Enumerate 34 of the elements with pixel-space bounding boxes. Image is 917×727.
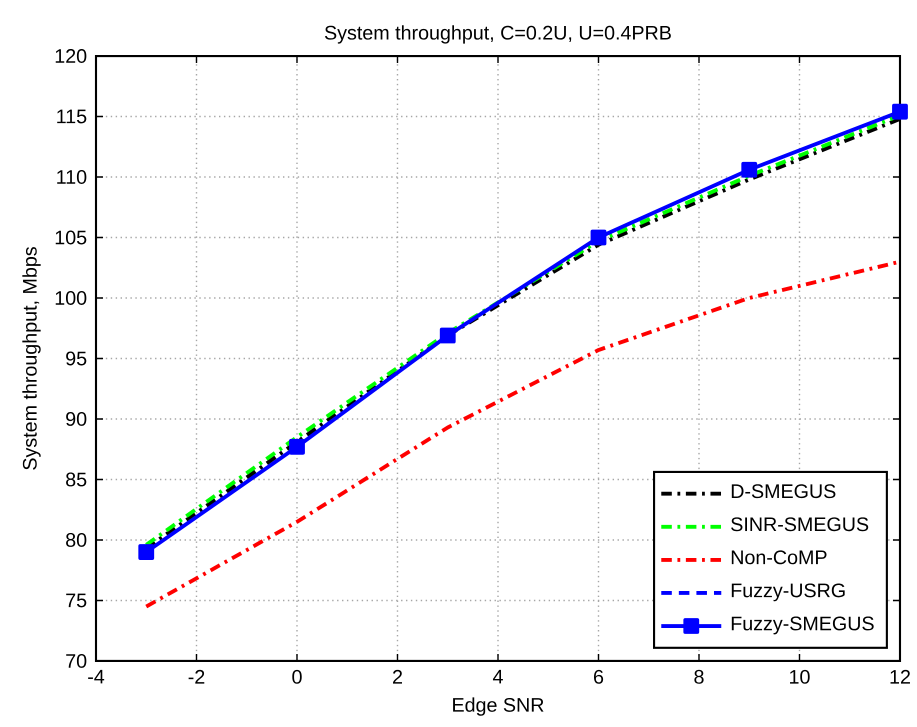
point	[138, 544, 154, 560]
y-tick-label: 85	[66, 472, 86, 486]
y-tick-label: 105	[56, 230, 86, 244]
x-tick-label: 0	[292, 670, 302, 684]
y-tick-label: 80	[66, 533, 86, 547]
x-tick-label: -2	[188, 670, 204, 684]
x-tick-label: 8	[694, 670, 704, 684]
point	[741, 162, 758, 178]
chart-title: System throughput, C=0.2U, U=0.4PRB	[324, 25, 671, 44]
x-tick-label: 4	[492, 670, 503, 684]
y-tick-label: 110	[57, 170, 86, 184]
x-tick-label: 2	[393, 670, 402, 684]
legend-label: SINR-SMEGUS	[731, 517, 868, 532]
x-tick-label: -4	[88, 670, 104, 684]
y-tick-label: 70	[66, 654, 86, 668]
point	[289, 438, 305, 455]
point	[440, 328, 456, 344]
y-tick-label: 115	[57, 110, 86, 124]
y-tick-label: 90	[66, 412, 86, 426]
legend-label: Fuzzy-USRG	[732, 583, 845, 602]
legend-label: Non-CoMP	[732, 550, 826, 564]
y-tick-label: 100	[56, 291, 86, 305]
x-tick-label: 6	[594, 670, 604, 684]
x-tick-label: 10	[790, 670, 810, 684]
x-axis-title: Edge SNR	[453, 697, 544, 716]
x-tick-label: 12	[890, 670, 910, 684]
y-tick-label: 75	[66, 594, 86, 608]
y-tick-label: 120	[56, 49, 86, 63]
legend-label: Fuzzy-SMEGUS	[732, 616, 874, 634]
y-tick-label: 95	[66, 352, 86, 366]
y-axis-title: System throughput, Mbps	[22, 247, 41, 470]
point	[590, 230, 606, 246]
point	[892, 104, 908, 120]
legend-label: D-SMEGUS	[732, 484, 836, 498]
